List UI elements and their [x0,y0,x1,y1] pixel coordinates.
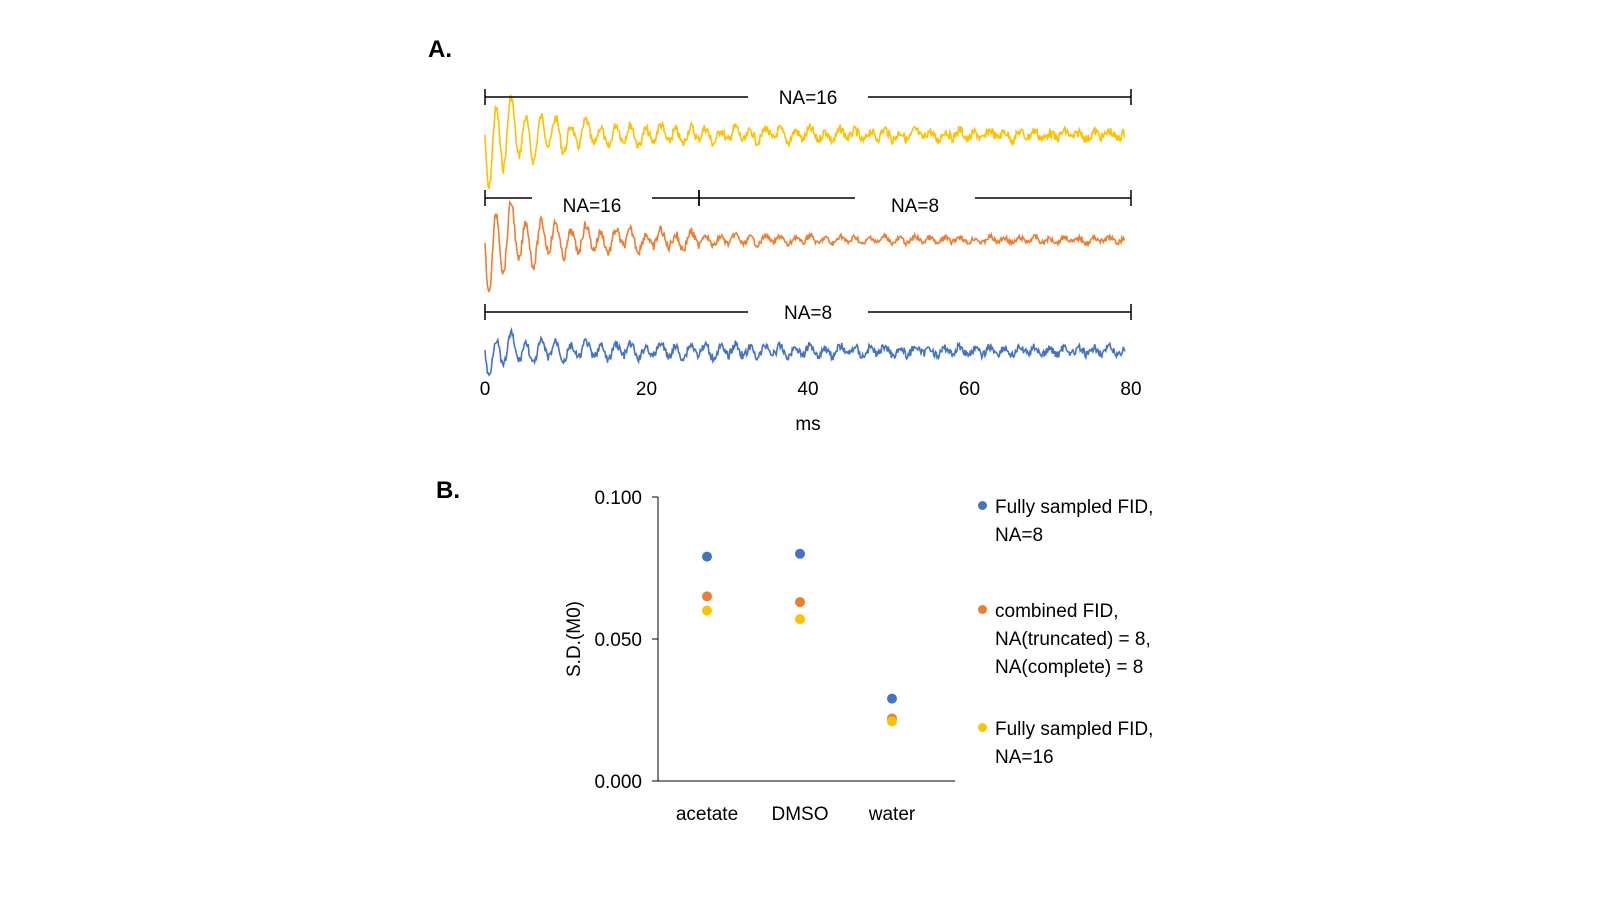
fid-trace-blue [484,327,1126,377]
x-tick-label: 60 [959,379,980,400]
data-point-blue [702,551,712,562]
x-tick-label: 20 [636,379,657,400]
data-point-yellow [795,614,805,625]
panel-label-a: A. [428,36,452,63]
acquisition-bracket: NA=16 [484,190,700,217]
x-tick-label: 80 [1120,379,1141,400]
x-axis-label: ms [795,414,820,435]
legend-marker [978,501,987,510]
x-category-label: water [868,804,916,825]
legend-marker [978,723,987,732]
legend-item-fully-sampled-na16: Fully sampled FID, NA=16 [978,716,1153,772]
data-point-orange [795,597,805,608]
legend-label: Fully sampled FID, NA=8 [995,497,1154,546]
x-tick-label: 0 [480,379,491,400]
data-point-blue [795,548,805,559]
legend-marker [978,605,987,614]
fid-trace-yellow [484,94,1126,190]
x-tick-label: 40 [797,379,818,400]
bracket-label: NA=8 [784,303,832,324]
y-axis-label: S.D.(M0) [564,601,585,677]
data-point-blue [887,693,897,704]
bracket-label: NA=16 [563,196,622,217]
data-point-orange [702,591,712,602]
legend-label: combined FID, NA(truncated) = 8, NA(comp… [995,601,1151,678]
bracket-label: NA=16 [779,88,838,109]
x-category-label: acetate [676,804,738,825]
data-point-yellow [702,605,712,616]
y-tick-label: 0.100 [594,488,642,509]
y-tick-label: 0.050 [594,630,642,651]
panel-label-b: B. [436,477,460,504]
acquisition-bracket: NA=8 [484,303,1132,324]
legend-label: Fully sampled FID, NA=16 [995,719,1154,768]
acquisition-bracket: NA=8 [698,190,1132,217]
data-point-orange [887,713,897,724]
bracket-label: NA=8 [891,196,939,217]
legend-item-combined: combined FID, NA(truncated) = 8, NA(comp… [978,598,1151,682]
y-tick-label: 0.000 [594,772,642,793]
acquisition-bracket: NA=16 [484,88,1132,109]
data-point-yellow [887,716,897,727]
legend-item-fully-sampled-na8: Fully sampled FID, NA=8 [978,494,1153,550]
x-category-label: DMSO [772,804,829,825]
fid-trace-orange [484,199,1126,294]
